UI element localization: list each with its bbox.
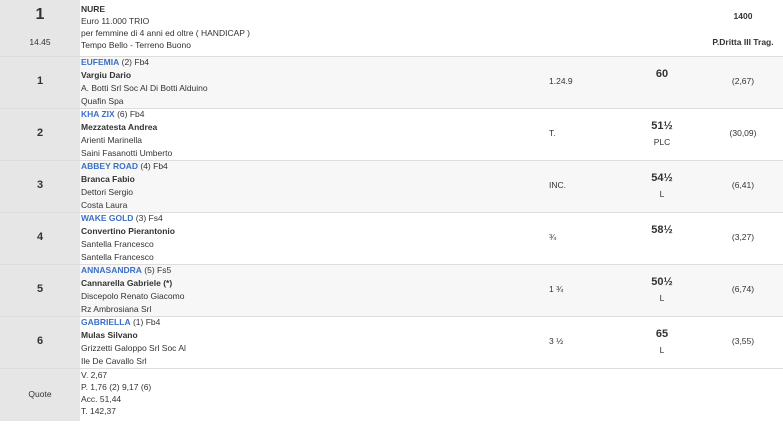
position-cell [0, 317, 80, 368]
jockey: Mulas Silvano [81, 330, 138, 340]
quote-label: Quote [28, 389, 52, 399]
race-distance: 1400 [733, 11, 753, 21]
gap: 1.24.9 [549, 76, 573, 86]
position: 5 [36, 283, 44, 295]
gap: INC. [549, 180, 566, 190]
jockey: Branca Fabio [81, 174, 135, 184]
horse-info: (3) Fs4 [135, 213, 163, 223]
odds: (6,41) [731, 180, 755, 190]
position: 6 [36, 335, 44, 347]
odds: (6,74) [731, 284, 755, 294]
jockey: Mezzatesta Andrea [81, 122, 158, 132]
trainer: Arienti Marinella [81, 135, 142, 145]
position-cell [0, 57, 80, 108]
owner: Rz Ambrosiana Srl [81, 304, 152, 314]
result-row: 5 ANNASANDRA (5) Fs5 Cannarella Gabriele (… [0, 265, 783, 317]
weight: 60 [655, 68, 669, 80]
race-weather: Tempo Bello - Terreno Buono [81, 40, 191, 50]
position: 1 [36, 75, 44, 87]
quote-line: T. 142,37 [81, 406, 116, 416]
horse-line: WAKE GOLD (3) Fs4 [81, 213, 163, 223]
weight: 51½ [651, 120, 673, 132]
odds: (3,27) [731, 232, 755, 242]
quote-line: Acc. 51,44 [81, 394, 122, 404]
result-row: 2 KHA ZIX (6) Fb4 Mezzatesta Andrea Arienti… [0, 109, 783, 161]
weight-note: L [659, 293, 665, 303]
race-conditions: per femmine di 4 anni ed oltre ( HANDICA… [81, 28, 250, 38]
horse-line: EUFEMIA (2) Fb4 [81, 57, 149, 67]
position-cell [0, 109, 80, 160]
position-cell [0, 213, 80, 264]
position: 2 [36, 127, 44, 139]
odds: (3,55) [731, 336, 755, 346]
race-prize: Euro 11.000 TRIO [81, 16, 150, 26]
position-cell [0, 161, 80, 212]
gap: ¾ [549, 232, 557, 242]
horse-name[interactable]: EUFEMIA [81, 57, 120, 67]
gap: 1 ¾ [549, 284, 564, 294]
horse-name[interactable]: GABRIELLA [81, 317, 131, 327]
owner: Ile De Cavallo Srl [81, 356, 147, 366]
position: 4 [36, 231, 44, 243]
horse-info: (2) Fb4 [121, 57, 150, 67]
weight: 65 [655, 328, 669, 340]
result-row: 4 WAKE GOLD (3) Fs4 Convertino Pierantonio… [0, 213, 783, 265]
horse-info: (1) Fb4 [132, 317, 161, 327]
position-cell [0, 265, 80, 316]
owner: Santella Francesco [81, 252, 154, 262]
weight: 58½ [651, 224, 673, 236]
result-row: 1 EUFEMIA (2) Fb4 Vargiu Dario A. Botti Srl… [0, 57, 783, 109]
trainer: Dettori Sergio [81, 187, 133, 197]
result-row: 6 GABRIELLA (1) Fb4 Mulas Silvano Grizzetti… [0, 317, 783, 369]
position: 3 [36, 179, 44, 191]
race-time: 14.45 [29, 37, 51, 47]
race-track: P.Dritta III Trag. [712, 37, 774, 47]
trainer: A. Botti Srl Soc Al Di Botti Alduino [81, 83, 208, 93]
result-row: 3 ABBEY ROAD (4) Fb4 Branca Fabio Dettori S… [0, 161, 783, 213]
weight: 54½ [651, 172, 673, 184]
owner: Saini Fasanotti Umberto [81, 148, 173, 158]
gap: T. [549, 128, 556, 138]
quote-line: P. 1,76 (2) 9,17 (6) [81, 382, 152, 392]
quote-row: Quote V. 2,67 P. 1,76 (2) 9,17 (6) Acc. 51,… [0, 369, 783, 421]
horse-name[interactable]: KHA ZIX [81, 109, 115, 119]
weight: 50½ [651, 276, 673, 288]
weight-note: L [659, 189, 665, 199]
jockey: Cannarella Gabriele (*) [81, 278, 173, 288]
weight-note: PLC [653, 137, 671, 147]
race-header: 1 14.45 NURE Euro 11.000 TRIO per femmine di… [0, 0, 783, 57]
horse-line: ABBEY ROAD (4) Fb4 [81, 161, 168, 171]
quote-label-cell [0, 369, 80, 421]
horse-name[interactable]: ABBEY ROAD [81, 161, 138, 171]
quote-line: V. 2,67 [81, 370, 108, 380]
horse-name[interactable]: ANNASANDRA [81, 265, 142, 275]
race-name: NURE [81, 4, 106, 14]
odds: (2,67) [731, 76, 755, 86]
horse-line: KHA ZIX (6) Fb4 [81, 109, 144, 119]
trainer: Discepolo Renato Giacomo [81, 291, 185, 301]
jockey: Vargiu Dario [81, 70, 132, 80]
race-number: 1 [35, 6, 45, 23]
jockey: Convertino Pierantonio [81, 226, 175, 236]
owner: Costa Laura [81, 200, 128, 210]
owner: Quafin Spa [81, 96, 124, 106]
gap: 3 ½ [549, 336, 564, 346]
odds: (30,09) [729, 128, 757, 138]
race-number-cell [0, 0, 80, 56]
horse-line: ANNASANDRA (5) Fs5 [81, 265, 171, 275]
horse-info: (6) Fb4 [117, 109, 145, 119]
horse-line: GABRIELLA (1) Fb4 [81, 317, 160, 327]
horse-name[interactable]: WAKE GOLD [81, 213, 134, 223]
trainer: Santella Francesco [81, 239, 154, 249]
weight-note: L [659, 345, 665, 355]
trainer: Grizzetti Galoppo Srl Soc Al [81, 343, 186, 353]
horse-info: (5) Fs5 [144, 265, 172, 275]
horse-info: (4) Fb4 [140, 161, 168, 171]
